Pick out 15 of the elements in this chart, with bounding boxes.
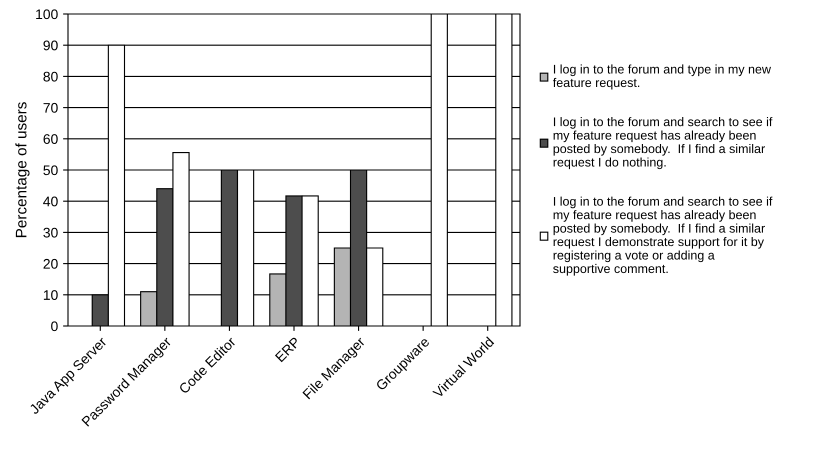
y-tick-label: 20 bbox=[44, 258, 58, 269]
legend-label: I log in to the forum and search to see if my feature request has already been posted by somebody. If I find a similar request I do nothing. bbox=[554, 117, 772, 170]
y-tick-label: 0 bbox=[51, 321, 58, 332]
y-tick-label: 50 bbox=[43, 165, 58, 176]
y-tick-label: 70 bbox=[44, 102, 58, 113]
legend-label: I log in to the forum and type in my new feature request. bbox=[552, 64, 771, 90]
legend-label: I log in to the forum and search to see if my feature request has already been posted by somebody. If I find a similar request I demonstrate support for it by registering a vote or adding a supportive comment. bbox=[553, 196, 772, 276]
y-tick-label: 30 bbox=[43, 228, 58, 238]
y-tick-label: 90 bbox=[43, 40, 58, 50]
y-tick-label: 80 bbox=[43, 72, 58, 82]
y-tick-label: 40 bbox=[43, 196, 58, 206]
y-tick-label: 100 bbox=[36, 9, 58, 20]
y-tick-label: 60 bbox=[44, 134, 58, 144]
y-axis-title: Percentage of users bbox=[15, 102, 30, 238]
y-tick-label: 10 bbox=[44, 290, 58, 300]
